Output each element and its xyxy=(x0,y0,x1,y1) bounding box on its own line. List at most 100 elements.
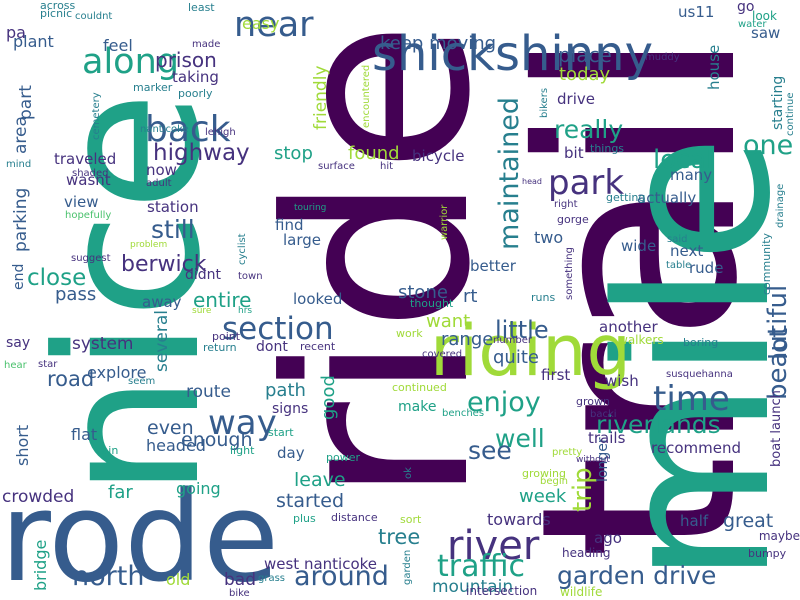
word-want: want xyxy=(426,311,471,332)
word-enjoy: enjoy xyxy=(467,387,541,418)
word-maybe: maybe xyxy=(758,529,800,543)
word-go: go xyxy=(737,0,755,15)
word-riverlands: riverlands xyxy=(596,410,721,439)
word-short: short xyxy=(13,424,32,466)
word-something: something xyxy=(564,247,575,300)
word-better: better xyxy=(470,257,516,275)
word-across: across xyxy=(40,0,76,12)
word-area: area xyxy=(11,116,31,154)
word-easy: easy xyxy=(242,14,280,33)
word-prison: prison xyxy=(155,48,217,72)
word-sure: sure xyxy=(192,306,212,316)
word-two: two xyxy=(534,228,564,247)
word-hrs: hrs xyxy=(238,306,253,316)
word-bike: bike xyxy=(229,588,250,599)
word-distance: distance xyxy=(331,511,378,524)
word-trip: trip xyxy=(568,467,598,512)
word-didnt: didnt xyxy=(185,267,222,283)
word-started: started xyxy=(276,490,345,512)
word-growing: growing xyxy=(522,467,566,480)
word-lehigh: lehigh xyxy=(205,127,236,138)
word-benches: benches xyxy=(442,408,485,419)
word-poorly: poorly xyxy=(178,87,213,100)
word-suggest: suggest xyxy=(71,253,111,264)
word-still: still xyxy=(151,215,195,244)
word-start: start xyxy=(268,426,294,439)
word-river: river xyxy=(447,523,540,569)
word-continued: continued xyxy=(392,381,447,394)
word-rode: rode xyxy=(0,466,280,600)
word-pa: pa xyxy=(6,23,26,42)
word-hear: hear xyxy=(4,360,27,371)
word-stone: stone xyxy=(398,282,448,303)
word-bit: bit xyxy=(564,144,584,162)
word-friendly: friendly xyxy=(311,65,331,130)
word-going: going xyxy=(176,479,221,498)
word-tree: tree xyxy=(378,525,421,549)
word-said: said xyxy=(667,234,688,245)
word-touring: touring xyxy=(294,203,327,213)
word-ok: ok xyxy=(403,467,414,479)
word-good: good xyxy=(318,375,339,420)
word-explore: explore xyxy=(87,363,147,382)
word-west-nanticoke: west nanticoke xyxy=(264,555,378,573)
word-system: system xyxy=(72,334,134,354)
word-made: made xyxy=(192,39,221,50)
word-town: town xyxy=(238,271,263,282)
word-things: things xyxy=(590,142,625,155)
word-end: end xyxy=(11,263,27,290)
word-traffic: traffic xyxy=(437,549,525,584)
word-highway: highway xyxy=(153,140,250,166)
word-dont: dont xyxy=(256,339,288,355)
word-way: way xyxy=(208,403,277,443)
word-crowded: crowded xyxy=(2,487,75,507)
word-mountain: mountain xyxy=(432,577,514,597)
word-adult: adult xyxy=(146,178,172,189)
word-table: table xyxy=(666,260,692,271)
word-susquehanna: susquehanna xyxy=(666,369,733,380)
word-backi: backi xyxy=(590,409,617,420)
word-hopefully: hopefully xyxy=(65,210,112,221)
word-next: next xyxy=(670,242,704,260)
word-find: find xyxy=(275,216,304,234)
word-section: section xyxy=(222,311,334,347)
word-marker: marker xyxy=(133,81,173,94)
word-looked: looked xyxy=(293,290,343,308)
word-begin: begin xyxy=(540,476,568,487)
word-time: time xyxy=(653,379,730,419)
word-light: light xyxy=(230,444,255,457)
word-riding: riding xyxy=(430,310,631,392)
word-another: another xyxy=(599,318,658,336)
word-keep-moving: keep moving xyxy=(380,33,497,54)
word-local: local xyxy=(653,145,714,175)
word-pretty: pretty xyxy=(552,447,583,458)
word-runs: runs xyxy=(531,291,556,304)
word-picnic: picnic xyxy=(40,7,73,20)
word-great: great xyxy=(723,510,774,532)
word-wide: wide xyxy=(621,237,657,255)
word-taking: taking xyxy=(172,68,219,86)
word-actually: actually xyxy=(637,189,697,207)
word-say: say xyxy=(6,335,31,351)
word-towards: towards xyxy=(487,510,551,529)
word-around: around xyxy=(294,561,389,592)
word-maintained: maintained xyxy=(494,97,525,250)
word-shickshinny: shickshinny xyxy=(372,26,653,82)
word-covered: covered xyxy=(422,349,463,360)
word-boat-launch: boat launch xyxy=(769,390,784,467)
word-far: far xyxy=(108,482,133,503)
word-route: route xyxy=(186,382,231,402)
word-bad: bad xyxy=(224,570,256,590)
word-head: head xyxy=(522,177,542,186)
word-muddy: muddy xyxy=(645,52,680,63)
word-pass: pass xyxy=(55,284,97,305)
word-berwick: berwick xyxy=(121,252,207,277)
word-water: water xyxy=(738,19,767,30)
word-see: see xyxy=(468,436,512,465)
word-now: now xyxy=(146,161,177,179)
word-first: first xyxy=(541,366,571,384)
word-along: along xyxy=(82,42,179,82)
word-heading: heading xyxy=(562,546,611,560)
word-getting: getting xyxy=(606,191,646,204)
